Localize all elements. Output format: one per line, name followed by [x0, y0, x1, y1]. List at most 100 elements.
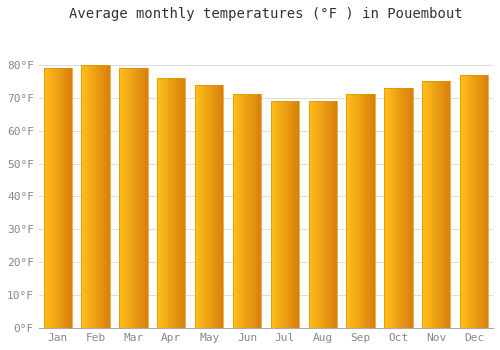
Bar: [130, 68, 132, 328]
Bar: [362, 94, 364, 328]
Bar: [434, 81, 436, 328]
Bar: [461, 75, 462, 328]
Bar: [50, 68, 51, 328]
Bar: [477, 75, 478, 328]
Bar: [436, 81, 437, 328]
Bar: [288, 101, 290, 328]
Bar: [157, 78, 158, 328]
Bar: [448, 81, 450, 328]
Bar: [335, 101, 336, 328]
Bar: [246, 94, 247, 328]
Bar: [54, 68, 55, 328]
Bar: [127, 68, 128, 328]
Bar: [282, 101, 283, 328]
Bar: [123, 68, 124, 328]
Bar: [136, 68, 137, 328]
Title: Average monthly temperatures (°F ) in Pouembout: Average monthly temperatures (°F ) in Po…: [69, 7, 462, 21]
Bar: [215, 84, 216, 328]
Bar: [179, 78, 180, 328]
Bar: [134, 68, 136, 328]
Bar: [478, 75, 479, 328]
Bar: [236, 94, 238, 328]
Bar: [439, 81, 440, 328]
Bar: [387, 88, 388, 328]
Bar: [348, 94, 349, 328]
Bar: [373, 94, 374, 328]
Bar: [476, 75, 477, 328]
Bar: [181, 78, 182, 328]
Bar: [140, 68, 141, 328]
Bar: [408, 88, 409, 328]
Bar: [468, 75, 469, 328]
Bar: [475, 75, 476, 328]
Bar: [67, 68, 68, 328]
Bar: [106, 65, 107, 328]
Bar: [370, 94, 371, 328]
Bar: [286, 101, 287, 328]
Bar: [472, 75, 473, 328]
Bar: [424, 81, 425, 328]
Bar: [398, 88, 400, 328]
Bar: [346, 94, 375, 328]
Bar: [163, 78, 164, 328]
Bar: [409, 88, 410, 328]
Bar: [126, 68, 127, 328]
Bar: [49, 68, 50, 328]
Bar: [202, 84, 203, 328]
Bar: [233, 94, 261, 328]
Bar: [482, 75, 484, 328]
Bar: [402, 88, 403, 328]
Bar: [280, 101, 281, 328]
Bar: [372, 94, 373, 328]
Bar: [360, 94, 362, 328]
Bar: [464, 75, 466, 328]
Bar: [353, 94, 354, 328]
Bar: [272, 101, 274, 328]
Bar: [86, 65, 87, 328]
Bar: [213, 84, 214, 328]
Bar: [87, 65, 88, 328]
Bar: [350, 94, 351, 328]
Bar: [60, 68, 62, 328]
Bar: [410, 88, 412, 328]
Bar: [308, 101, 337, 328]
Bar: [100, 65, 102, 328]
Bar: [51, 68, 52, 328]
Bar: [481, 75, 482, 328]
Bar: [91, 65, 92, 328]
Bar: [394, 88, 396, 328]
Bar: [222, 84, 224, 328]
Bar: [48, 68, 49, 328]
Bar: [198, 84, 200, 328]
Bar: [391, 88, 392, 328]
Bar: [143, 68, 144, 328]
Bar: [158, 78, 159, 328]
Bar: [404, 88, 405, 328]
Bar: [440, 81, 441, 328]
Bar: [66, 68, 67, 328]
Bar: [124, 68, 125, 328]
Bar: [473, 75, 474, 328]
Bar: [92, 65, 94, 328]
Bar: [460, 75, 461, 328]
Bar: [107, 65, 108, 328]
Bar: [56, 68, 57, 328]
Bar: [55, 68, 56, 328]
Bar: [403, 88, 404, 328]
Bar: [270, 101, 299, 328]
Bar: [385, 88, 386, 328]
Bar: [125, 68, 126, 328]
Bar: [352, 94, 353, 328]
Bar: [463, 75, 464, 328]
Bar: [297, 101, 298, 328]
Bar: [354, 94, 355, 328]
Bar: [400, 88, 402, 328]
Bar: [260, 94, 261, 328]
Bar: [333, 101, 334, 328]
Bar: [442, 81, 443, 328]
Bar: [351, 94, 352, 328]
Bar: [279, 101, 280, 328]
Bar: [320, 101, 321, 328]
Bar: [243, 94, 244, 328]
Bar: [444, 81, 445, 328]
